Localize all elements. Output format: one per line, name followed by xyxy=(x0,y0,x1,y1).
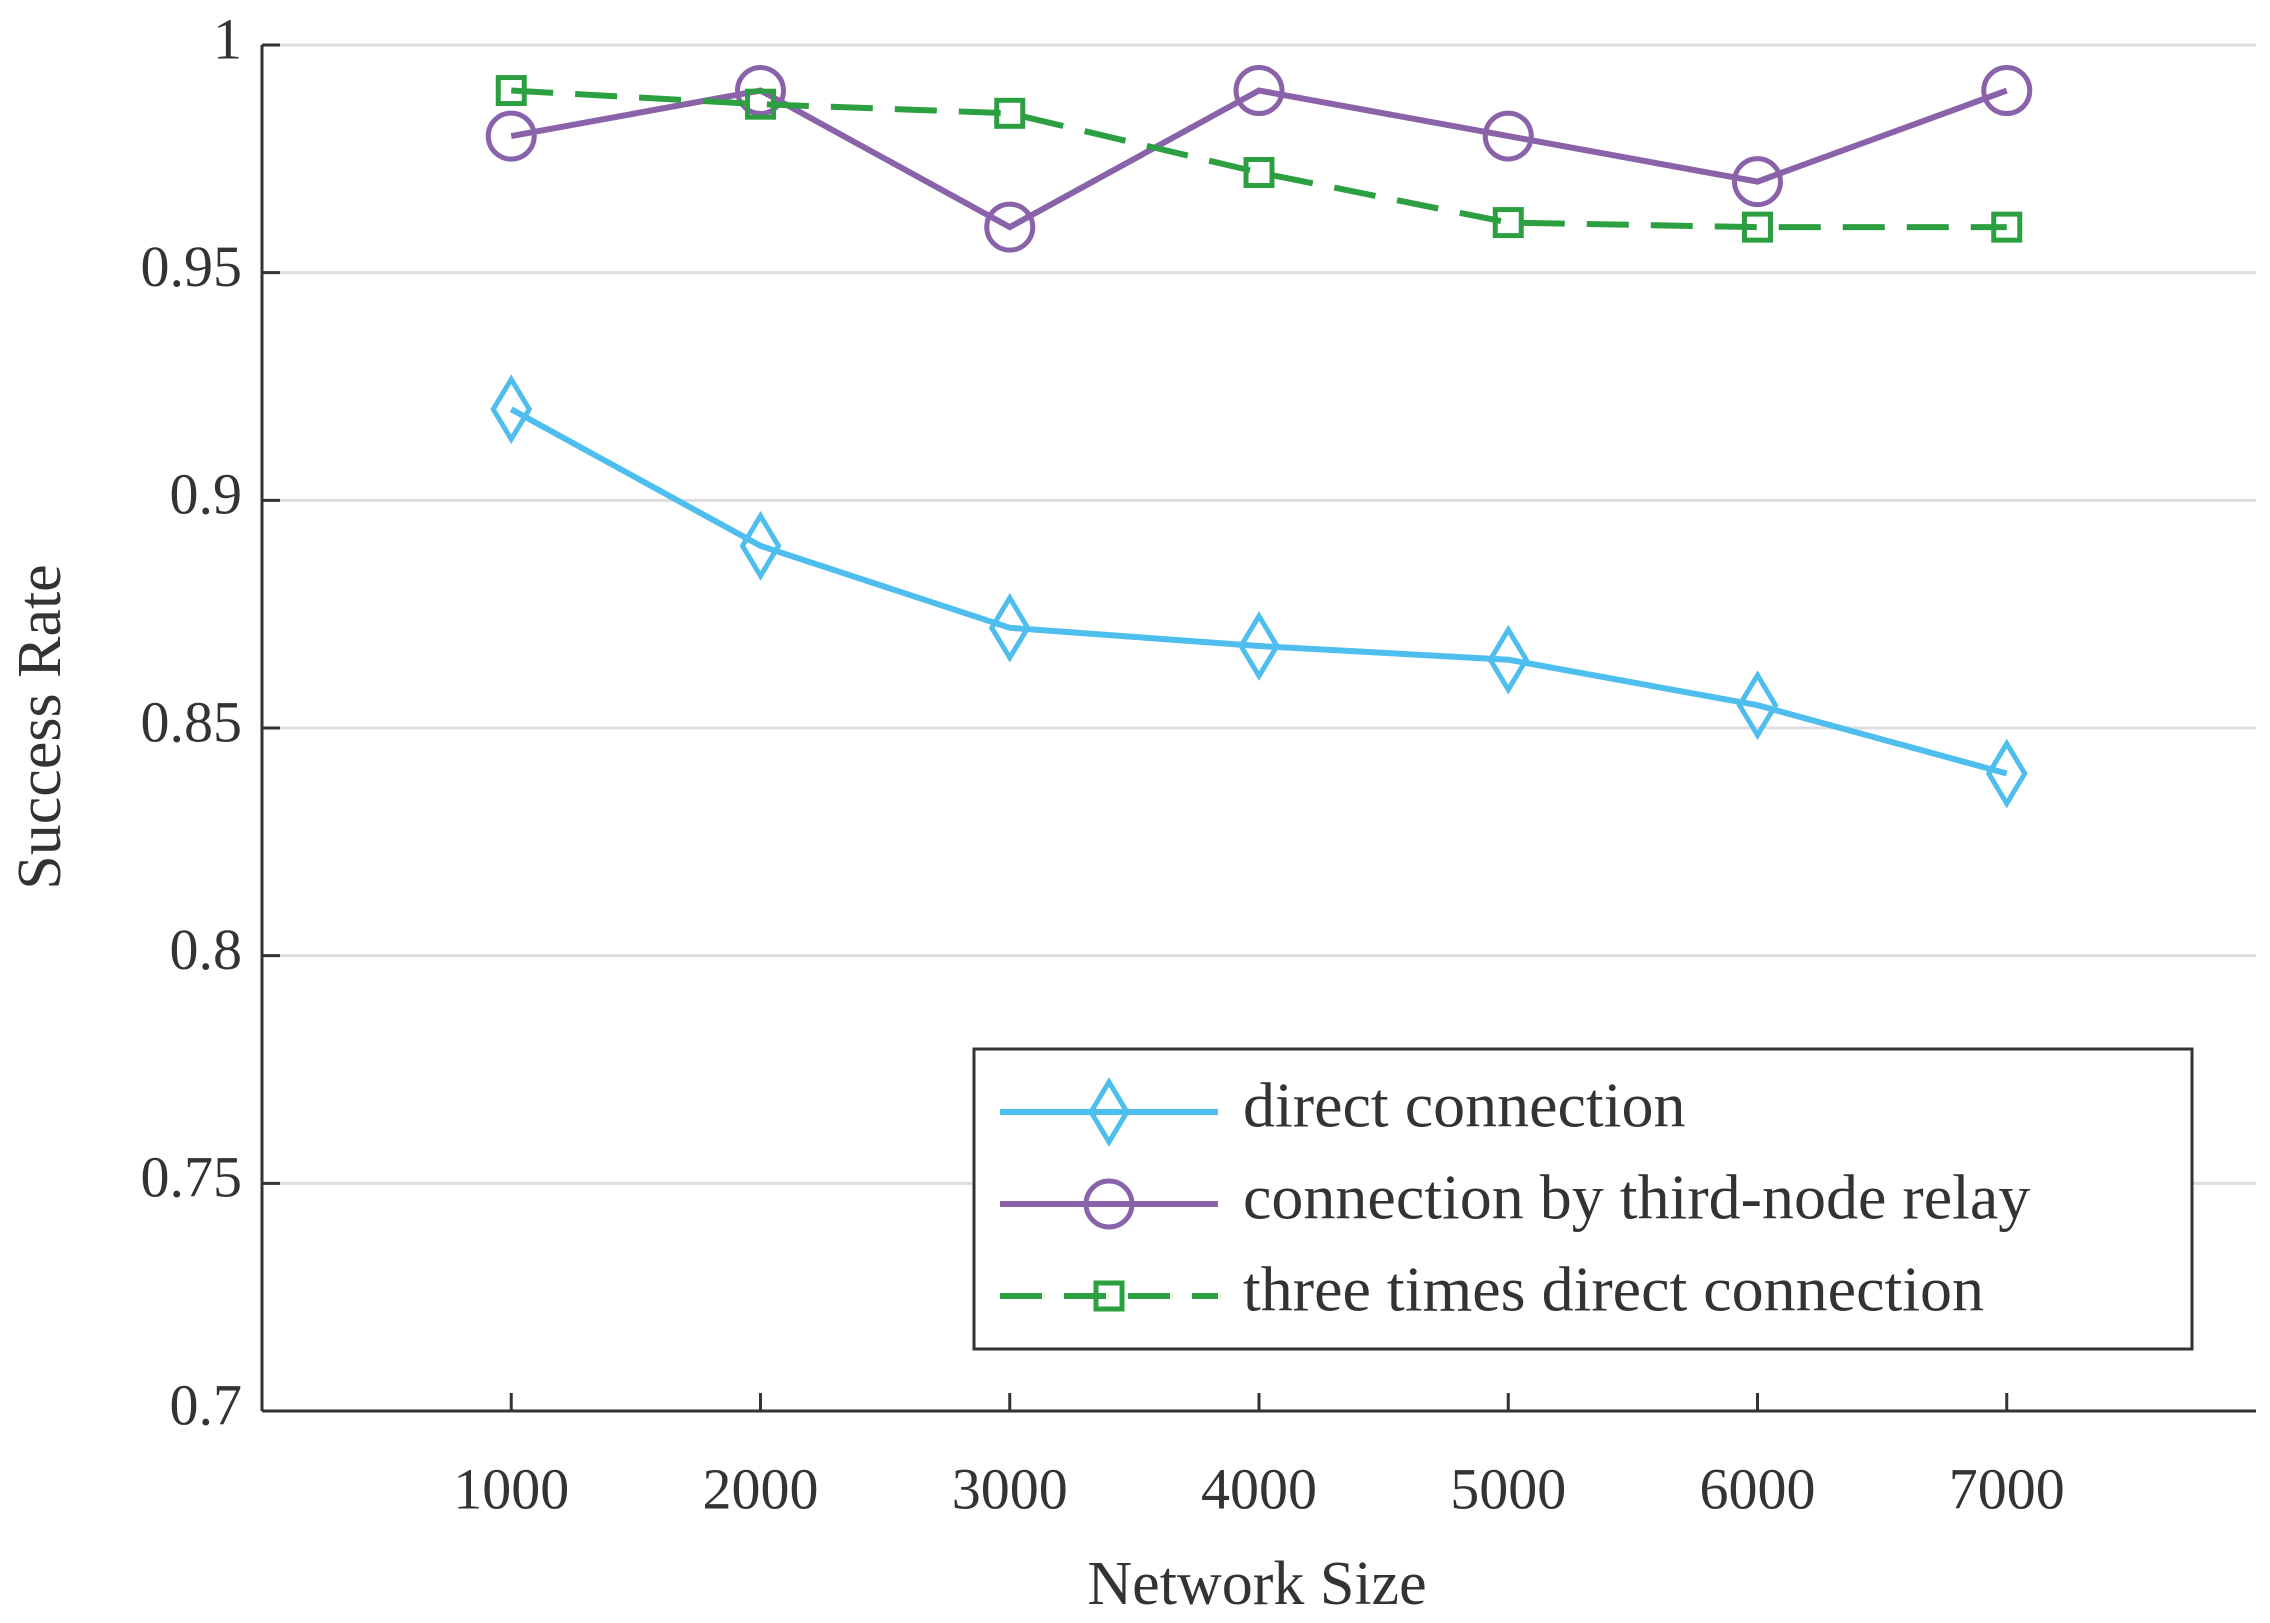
marker xyxy=(1238,611,1280,681)
marker xyxy=(1482,110,1534,162)
marker xyxy=(1083,1178,1135,1230)
marker xyxy=(485,110,537,162)
legend-label: direct connection xyxy=(1243,1070,1685,1141)
y-axis-label: Success Rate xyxy=(6,564,74,889)
x-tick-label: 4000 xyxy=(1201,1456,1317,1521)
x-tick-label: 3000 xyxy=(952,1456,1068,1521)
marker xyxy=(1093,1280,1125,1312)
x-tick-label: 5000 xyxy=(1450,1456,1566,1521)
x-axis-label: Network Size xyxy=(1087,1550,1426,1618)
series-line xyxy=(509,406,2008,777)
legend-label: three times direct connection xyxy=(1243,1254,1984,1325)
x-tick-label: 7000 xyxy=(1949,1456,2065,1521)
marker xyxy=(994,97,1026,129)
y-tick-label: 0.85 xyxy=(141,689,243,754)
marker xyxy=(988,592,1031,663)
marker xyxy=(1487,624,1530,695)
x-tick-label: 6000 xyxy=(1700,1456,1816,1521)
marker xyxy=(1736,670,1779,741)
marker xyxy=(1742,211,1773,243)
marker xyxy=(735,65,786,117)
y-tick-label: 0.75 xyxy=(141,1145,243,1210)
marker xyxy=(495,75,527,107)
y-tick-label: 0.95 xyxy=(141,234,243,299)
marker xyxy=(1985,738,2028,809)
y-tick-label: 0.7 xyxy=(170,1372,243,1437)
marker xyxy=(745,88,776,120)
marker xyxy=(490,374,533,445)
marker xyxy=(1088,1077,1130,1147)
marker xyxy=(1233,65,1285,117)
x-tick-label: 1000 xyxy=(453,1456,569,1521)
legend-box xyxy=(972,1047,2194,1351)
marker xyxy=(984,201,1036,253)
marker xyxy=(1981,65,2033,117)
y-tick-label: 0.9 xyxy=(170,462,243,527)
marker xyxy=(1243,156,1275,188)
y-tick-label: 0.8 xyxy=(170,917,243,982)
legend-label: connection by third-node relay xyxy=(1243,1162,2030,1233)
x-tick-label: 2000 xyxy=(703,1456,819,1521)
marker xyxy=(1492,207,1524,239)
marker xyxy=(1732,156,1783,208)
y-tick-label: 1 xyxy=(213,6,242,71)
marker xyxy=(1991,211,2023,243)
marker xyxy=(739,511,782,581)
